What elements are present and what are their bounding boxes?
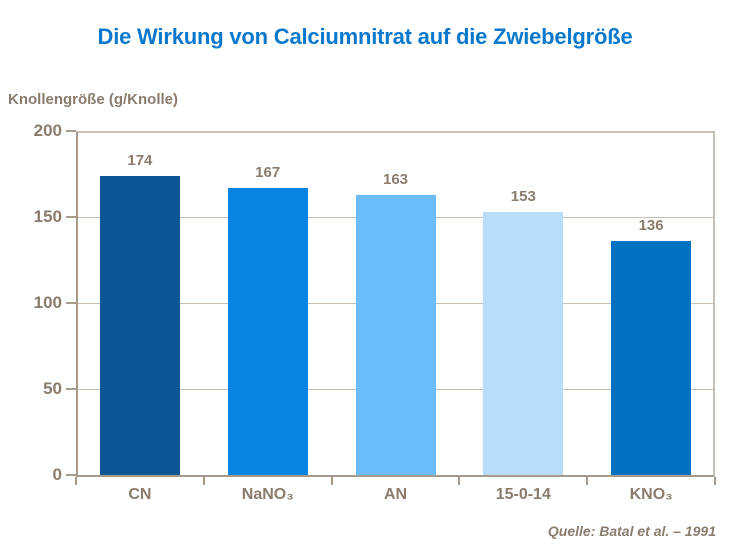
x-axis-tick-mark (714, 477, 716, 485)
x-axis-tick-label: 15-0-14 (495, 486, 551, 503)
bar-cn (99, 176, 180, 475)
y-axis-tick-label: 50 (43, 379, 62, 398)
bar-value-label: 153 (510, 188, 536, 205)
x-axis-tick-label: AN (383, 486, 408, 503)
bar-15-0-14 (483, 212, 564, 475)
y-axis-tick-mark (66, 388, 76, 390)
bar-value-label: 167 (255, 164, 281, 181)
y-axis-tick-mark (66, 216, 76, 218)
y-axis-tick-label: 100 (33, 293, 62, 312)
bar-value-label: 163 (382, 171, 409, 188)
x-axis-tick-mark (458, 477, 460, 485)
x-axis-tick-mark (203, 477, 205, 485)
y-axis-tick-mark (66, 130, 76, 132)
chart-title: Die Wirkung von Calciumnitrat auf die Zw… (97, 24, 633, 49)
bar-value-label: 136 (638, 217, 664, 234)
y-axis-tick-label: 200 (33, 121, 62, 140)
bar-value-label: 174 (127, 152, 153, 169)
bar-nano₃ (227, 188, 308, 475)
x-axis-tick-mark (586, 477, 588, 485)
source-note: Quelle: Batal et al. – 1991 (547, 523, 716, 539)
y-axis-tick-label: 150 (33, 207, 62, 226)
bar-kno₃ (611, 241, 692, 475)
x-axis-tick-label: KNO₃ (629, 486, 673, 503)
plot-area: 174 167 163 153 136 (76, 131, 715, 477)
y-axis-tick-mark (66, 474, 76, 476)
y-axis-tick-label: 0 (52, 465, 62, 484)
x-axis-tick-mark (331, 477, 333, 485)
y-axis-label: Knollengröße (g/Knolle) (8, 91, 178, 108)
x-axis-tick-label: NaNO₃ (241, 486, 294, 503)
bar-an (355, 195, 436, 475)
x-axis-tick-mark (75, 477, 77, 485)
y-axis-tick-mark (66, 302, 76, 304)
x-axis-tick-label: CN (128, 486, 152, 503)
